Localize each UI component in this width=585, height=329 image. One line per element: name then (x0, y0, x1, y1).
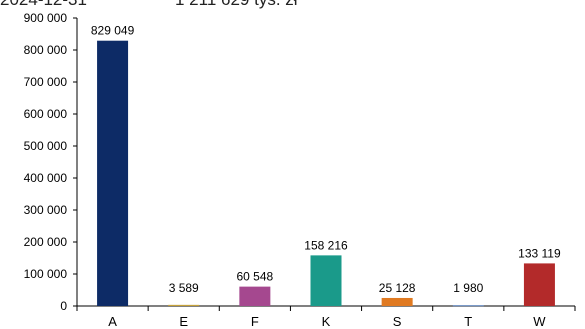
data-label-e: 3 589 (169, 281, 199, 295)
bar-k (310, 255, 342, 306)
x-tick-label: S (393, 314, 402, 329)
data-label-s: 25 128 (379, 281, 416, 295)
y-tick-label: 100 000 (24, 267, 68, 281)
y-tick-label: 0 (60, 299, 67, 313)
data-label-k: 158 216 (304, 238, 348, 252)
x-tick-label: E (179, 314, 188, 329)
bar-s (381, 297, 413, 306)
data-label-a: 829 049 (91, 24, 135, 38)
x-tick-label: T (464, 314, 472, 329)
y-tick-label: 900 000 (24, 11, 68, 25)
data-label-f: 60 548 (237, 270, 274, 284)
chart-total: 1 211 629 tys. zł (175, 0, 298, 10)
y-tick-label: 700 000 (24, 75, 68, 89)
y-tick-label: 600 000 (24, 107, 68, 121)
y-tick-label: 800 000 (24, 43, 68, 57)
y-tick-label: 200 000 (24, 235, 68, 249)
y-tick-label: 300 000 (24, 203, 68, 217)
data-label-t: 1 980 (453, 281, 483, 295)
y-tick-label: 500 000 (24, 139, 68, 153)
bar-t (452, 305, 484, 307)
x-tick-label: K (322, 314, 331, 329)
bar-w (523, 263, 555, 306)
chart-header: 2024-12-31 1 211 629 tys. zł (0, 0, 585, 10)
x-tick-label: F (251, 314, 259, 329)
data-label-w: 133 119 (518, 246, 561, 260)
y-tick-label: 400 000 (24, 171, 68, 185)
x-tick-label: W (533, 314, 546, 329)
bar-e (168, 304, 200, 306)
bar-f (239, 286, 271, 306)
chart-date: 2024-12-31 (0, 0, 87, 10)
x-tick-label: A (108, 314, 117, 329)
bar-a (97, 40, 129, 307)
